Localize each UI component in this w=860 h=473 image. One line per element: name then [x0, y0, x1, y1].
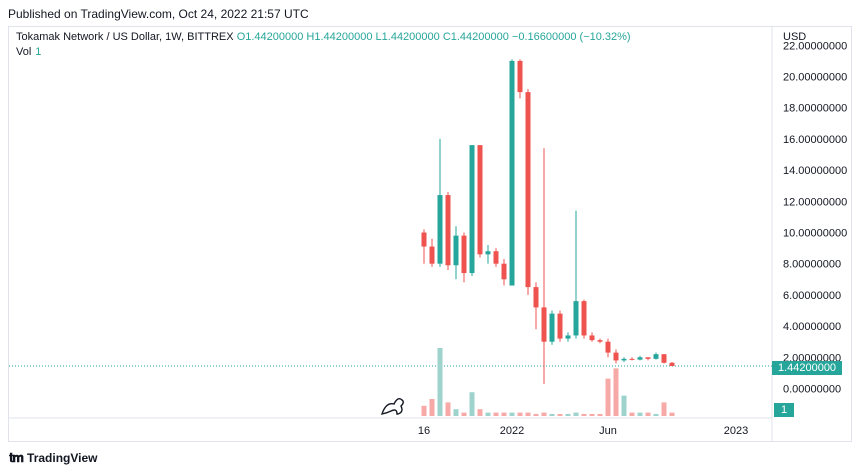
- volume-bar: [525, 412, 531, 416]
- volume-legend[interactable]: Vol 1: [16, 46, 41, 58]
- volume-bar: [533, 413, 539, 416]
- volume-tag: 1: [774, 403, 794, 417]
- volume-bar: [453, 409, 459, 416]
- volume-bar: [605, 378, 611, 416]
- x-tick-label: 2023: [724, 425, 748, 437]
- candle-body: [477, 145, 483, 255]
- volume-bar: [637, 412, 643, 416]
- candle-body: [661, 354, 667, 363]
- volume-bar: [565, 413, 571, 416]
- candle-body: [429, 246, 435, 264]
- volume-bar: [557, 413, 563, 416]
- ohlc-values: O1.44200000 H1.44200000 L1.44200000 C1.4…: [236, 31, 631, 43]
- candle-body: [445, 195, 451, 266]
- candle-body: [469, 145, 475, 274]
- candle-body: [421, 232, 427, 247]
- volume-bar: [645, 412, 651, 416]
- candle-body: [669, 362, 675, 367]
- candle-body: [549, 313, 555, 342]
- volume-bar: [573, 412, 579, 416]
- y-tick-label: 14.00000000: [783, 165, 847, 177]
- candle-body: [589, 335, 595, 341]
- tradingview-logo-icon: 𝐭𝐦: [9, 450, 24, 465]
- volume-bar: [509, 412, 515, 416]
- chart-frame[interactable]: [8, 26, 852, 442]
- tradingview-logo[interactable]: 𝐭𝐦 TradingView: [9, 450, 98, 466]
- volume-bar: [477, 409, 483, 416]
- y-tick-label: 10.00000000: [783, 228, 847, 240]
- currency-label: USD: [783, 31, 807, 43]
- volume-bar: [501, 412, 507, 416]
- volume-bar: [621, 395, 627, 416]
- candle-body: [501, 263, 507, 280]
- volume-bar: [485, 412, 491, 416]
- candle-body: [605, 341, 611, 353]
- candle-body: [613, 352, 619, 361]
- volume-bar: [421, 405, 427, 416]
- candle-body: [533, 287, 539, 308]
- candle-body: [437, 195, 443, 264]
- y-tick-label: 22.00000000: [783, 40, 847, 52]
- volume-bar: [669, 412, 675, 416]
- volume-bar: [461, 412, 467, 416]
- candle-body: [645, 357, 651, 359]
- volume-bar: [541, 412, 547, 416]
- volume-bar: [517, 412, 523, 416]
- candle-body: [597, 340, 603, 342]
- volume-bar: [437, 348, 443, 416]
- published-caption: Published on TradingView.com, Oct 24, 20…: [8, 7, 309, 21]
- volume-bar: [629, 412, 635, 416]
- y-tick-label: 20.00000000: [783, 72, 847, 84]
- y-tick-label: 12.00000000: [783, 196, 847, 208]
- candle-body: [485, 251, 491, 255]
- mascot-icon: [380, 397, 404, 415]
- x-tick-label: Jun: [599, 425, 617, 437]
- y-tick-label: 0.00000000: [783, 384, 841, 396]
- candle-body: [653, 354, 659, 359]
- candle-body: [461, 235, 467, 274]
- candle-body: [557, 313, 563, 339]
- candle-body: [493, 251, 499, 264]
- volume-bar: [661, 402, 667, 416]
- volume-bar: [549, 413, 555, 416]
- y-tick-label: 18.00000000: [783, 103, 847, 115]
- candle-body: [573, 301, 579, 336]
- volume-bar: [613, 368, 619, 416]
- candle-body: [629, 358, 635, 360]
- volume-bar: [581, 413, 587, 416]
- y-tick-label: 4.00000000: [783, 321, 841, 333]
- candle-body: [581, 301, 587, 336]
- volume-bar: [653, 413, 659, 416]
- candle-body: [453, 235, 459, 266]
- symbol-label: Tokamak Network / US Dollar, 1W, BITTREX: [16, 31, 234, 43]
- volume-value: 1: [35, 46, 42, 58]
- candle-body: [637, 357, 643, 360]
- volume-bar: [469, 392, 475, 416]
- symbol-legend[interactable]: Tokamak Network / US Dollar, 1W, BITTREX…: [16, 31, 631, 43]
- volume-bar: [589, 413, 595, 416]
- last-price-tag: 1.44200000: [772, 361, 842, 375]
- x-tick-label: 16: [418, 425, 430, 437]
- candle-body: [525, 92, 531, 288]
- volume-bar: [597, 413, 603, 416]
- y-tick-label: 6.00000000: [783, 290, 841, 302]
- volume-bar: [445, 402, 451, 416]
- candle-body: [541, 307, 547, 342]
- volume-bar: [429, 399, 435, 416]
- x-tick-label: 2022: [500, 425, 524, 437]
- candle-body: [509, 60, 515, 286]
- y-tick-label: 16.00000000: [783, 134, 847, 146]
- volume-label: Vol: [16, 46, 32, 58]
- candle-body: [621, 358, 627, 361]
- tradingview-brand: TradingView: [27, 451, 98, 465]
- y-tick-label: 8.00000000: [783, 259, 841, 271]
- candle-body: [517, 60, 523, 93]
- volume-bar: [493, 412, 499, 416]
- candle-body: [565, 335, 571, 339]
